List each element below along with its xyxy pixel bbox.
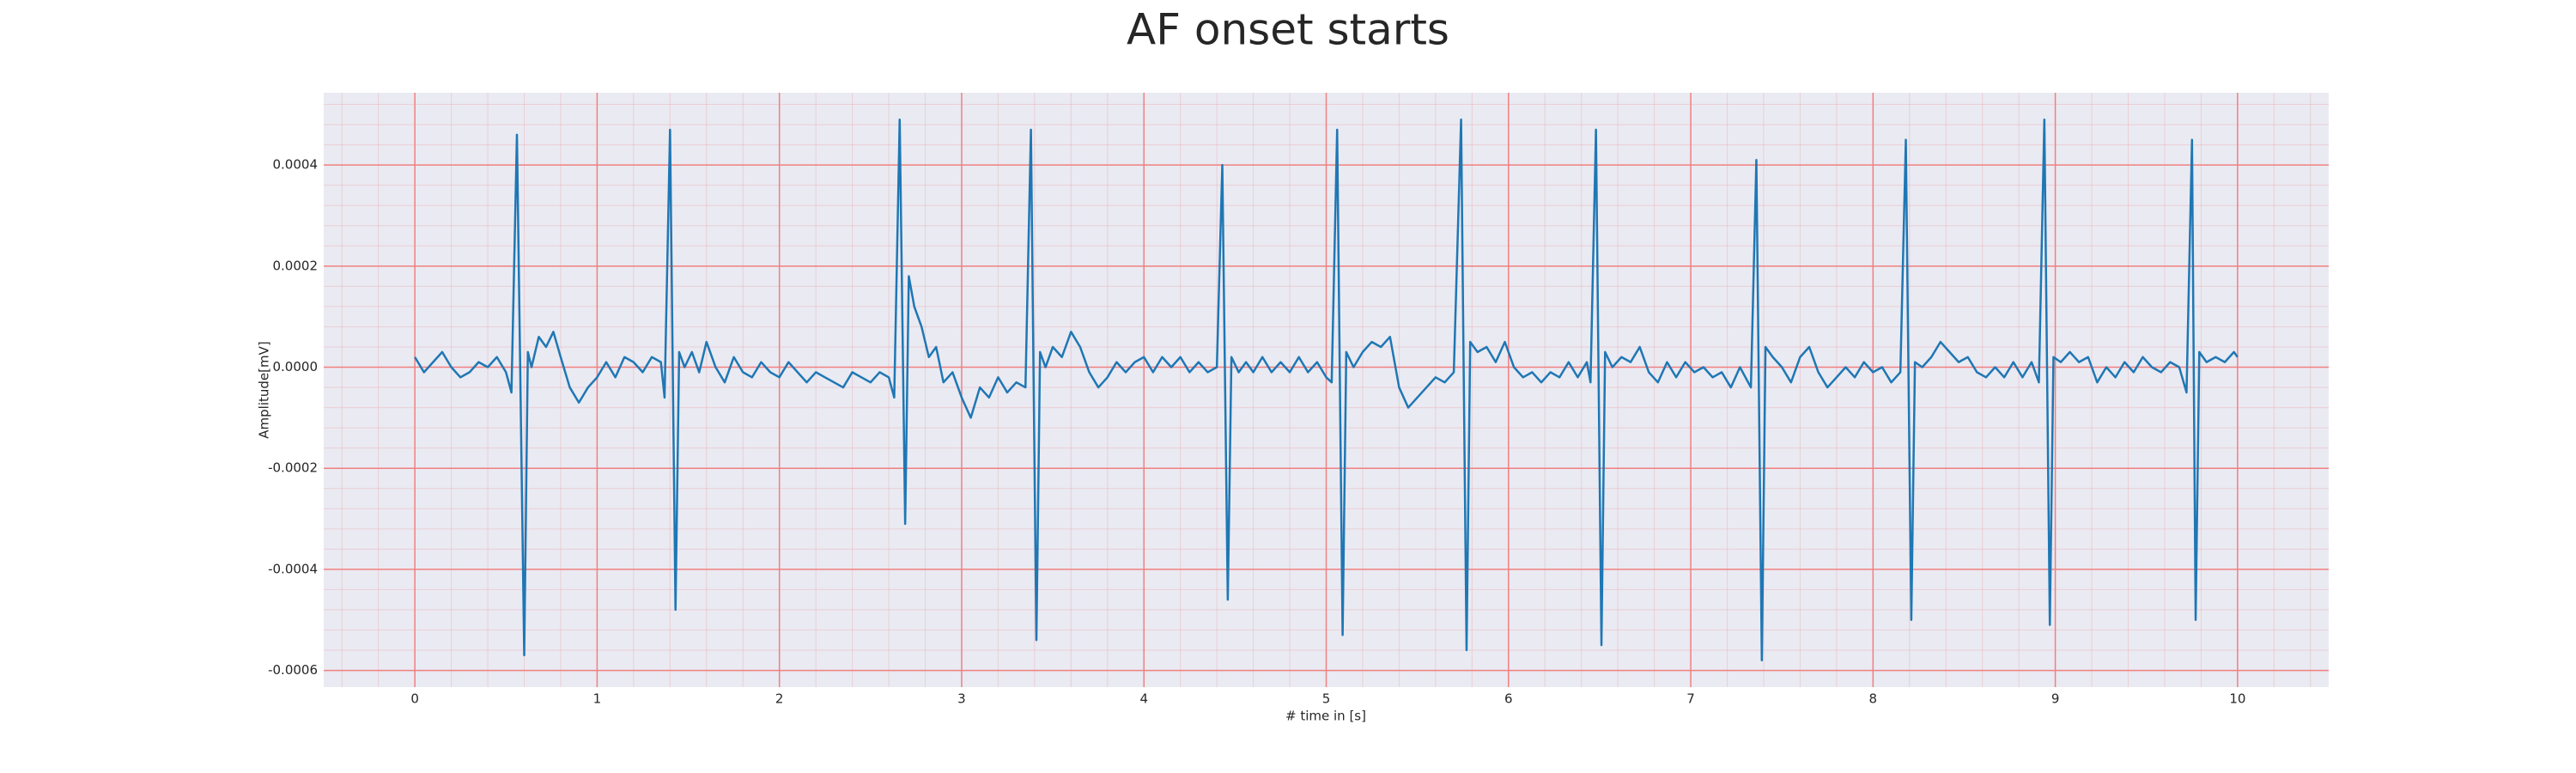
x-tick-label: 10: [2229, 691, 2245, 707]
x-tick-label: 4: [1139, 691, 1148, 707]
signal-line: [414, 118, 2239, 662]
x-tick-label: 2: [775, 691, 784, 707]
y-axis-label: Amplitude[mV]: [257, 341, 272, 438]
x-tick-label: 0: [410, 691, 419, 707]
x-tick-label: 1: [593, 691, 602, 707]
x-tick-label: 5: [1322, 691, 1331, 707]
y-tick-label: -0.0004: [268, 561, 318, 576]
x-tick-label: 7: [1686, 691, 1695, 707]
x-tick-label: 9: [2051, 691, 2060, 707]
y-tick-label: 0.0002: [273, 258, 319, 273]
y-tick-label: 0.0000: [273, 359, 319, 374]
y-tick-label: -0.0002: [268, 460, 318, 476]
chart-title: AF onset starts: [1127, 5, 1449, 55]
x-tick-label: 8: [1869, 691, 1878, 707]
x-tick-label: 3: [957, 691, 966, 707]
x-tick-label: 6: [1504, 691, 1513, 707]
y-tick-label: 0.0004: [273, 157, 319, 173]
y-tick-label: -0.0006: [268, 662, 318, 678]
x-axis-label: # time in [s]: [1285, 709, 1366, 724]
